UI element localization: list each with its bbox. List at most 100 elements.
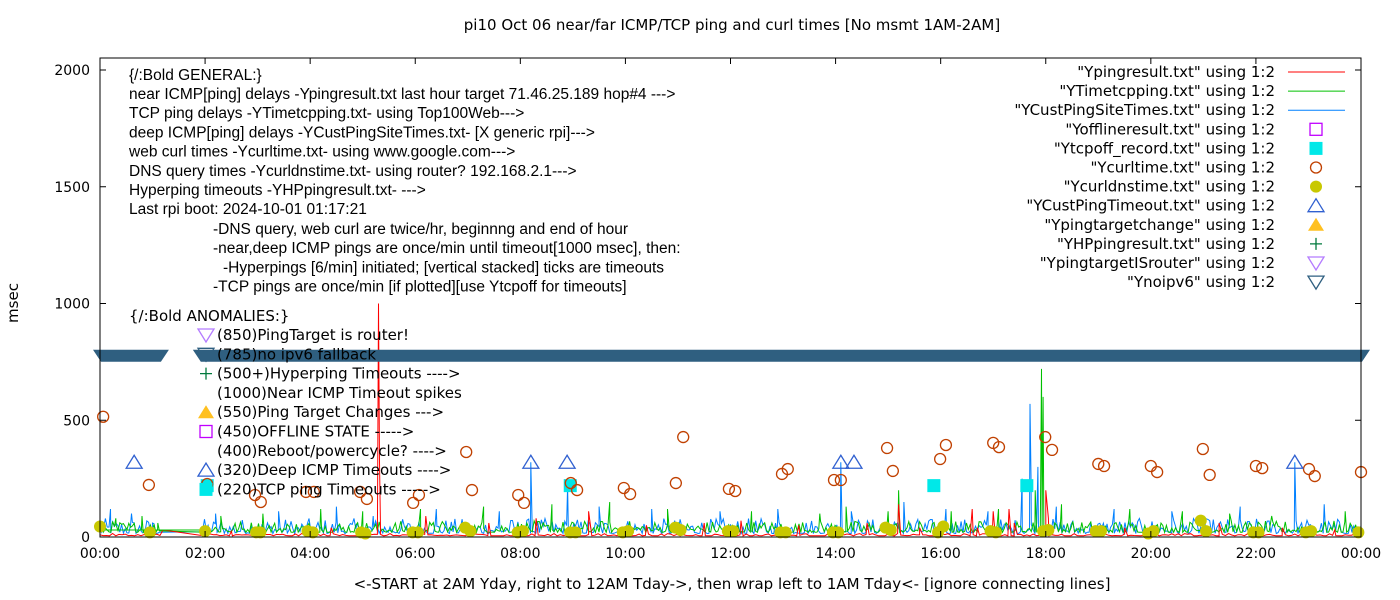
anomaly-symbol — [200, 367, 212, 380]
annotation-line: Last rpi boot: 2024-10-01 01:17:21 — [129, 201, 367, 218]
circle-open-icon — [1150, 465, 1164, 479]
x-tick-label: 00:00 — [1341, 546, 1381, 562]
legend-symbol — [1309, 161, 1323, 174]
triangle-up-icon — [196, 461, 216, 477]
data-point — [674, 523, 687, 536]
legend-label: "Ypingtargetchange" using 1:2 — [1044, 216, 1275, 234]
anomaly-label: (785)no ipv6 fallback — [217, 345, 376, 363]
data-point — [359, 527, 372, 540]
circle-open-icon — [1308, 469, 1321, 483]
legend-entry: "Yofflineresult.txt" using 1:2 — [1065, 120, 1323, 138]
legend-entry: "YTimetcpping.txt" using 1:2 — [1059, 82, 1345, 100]
legend: "Ypingresult.txt" using 1:2"YTimetcpping… — [1014, 63, 1345, 291]
legend-entry: "Ypingresult.txt" using 1:2 — [1077, 63, 1345, 81]
anomaly-label: (850)PingTarget is router! — [217, 326, 409, 344]
legend-entry: "YpingtargetISrouter" using 1:2 — [1040, 254, 1326, 272]
circle-open-icon — [1309, 161, 1323, 174]
legend-label: "YHPpingresult.txt" using 1:2 — [1057, 235, 1275, 253]
square-open-icon — [199, 424, 213, 439]
anomaly-label: (450)OFFLINE STATE -----> — [217, 423, 414, 441]
data-point — [844, 454, 864, 469]
x-tick-label: 08:00 — [500, 546, 540, 562]
circle-open-icon — [299, 485, 313, 499]
data-point — [412, 488, 426, 502]
annotation-note: -DNS query, web curl are twice/hr, begin… — [213, 221, 628, 238]
x-tick-label: 18:00 — [1026, 546, 1066, 562]
noipv6-marker-band — [192, 349, 1371, 362]
triangle-up-icon — [521, 454, 541, 469]
circle-open-icon — [360, 492, 374, 506]
square-filled-icon — [563, 479, 577, 493]
data-point — [465, 483, 479, 497]
triangle-up-icon — [557, 454, 577, 469]
triangle-up-icon — [844, 454, 864, 469]
circle-open-icon — [677, 430, 690, 444]
data-point — [677, 430, 690, 444]
circle-open-icon — [827, 473, 841, 487]
legend-symbol — [1306, 256, 1326, 272]
plus-icon — [1310, 237, 1322, 250]
legend-entry: "Ypingtargetchange" using 1:2 — [1044, 216, 1324, 234]
x-tick-label: 00:00 — [80, 546, 120, 562]
anomaly-symbol — [199, 482, 213, 496]
data-point — [617, 481, 630, 495]
anomaly-label: (500+)Hyperping Timeouts ----> — [217, 365, 461, 383]
square-filled-icon — [199, 482, 213, 496]
legend-label: "Ynoipv6" using 1:2 — [1127, 273, 1275, 291]
circle-open-icon — [722, 482, 736, 496]
data-point — [563, 479, 577, 493]
x-tick-label: 16:00 — [920, 546, 960, 562]
data-point — [1285, 454, 1304, 469]
circle-open-icon — [406, 496, 420, 510]
circle-open-icon — [1302, 462, 1316, 476]
x-tick-label: 04:00 — [290, 546, 330, 562]
data-point — [1196, 442, 1209, 456]
legend-entry: "Ynoipv6" using 1:2 — [1127, 273, 1326, 291]
y-tick-label: 2000 — [54, 63, 90, 79]
data-point — [1305, 525, 1318, 538]
data-point — [142, 478, 156, 492]
triangle-up-icon — [1306, 197, 1326, 213]
circle-filled-icon — [727, 525, 740, 538]
data-point — [827, 473, 841, 487]
data-point — [781, 462, 794, 476]
data-point — [360, 492, 374, 506]
data-point — [1042, 523, 1055, 536]
x-tick-label: 22:00 — [1236, 546, 1276, 562]
triangle-up-icon — [831, 454, 851, 469]
anomaly-symbol — [196, 347, 216, 363]
circle-open-icon — [834, 473, 847, 487]
circle-filled-icon — [779, 526, 792, 539]
data-point — [406, 496, 420, 510]
data-point — [299, 485, 313, 499]
data-point — [254, 495, 267, 509]
circle-open-icon — [781, 462, 794, 476]
data-point — [1256, 461, 1269, 475]
circle-open-icon — [460, 445, 473, 459]
legend-label: "YCustPingSiteTimes.txt" using 1:2 — [1014, 101, 1275, 119]
circle-open-icon — [1092, 457, 1105, 471]
circle-filled-icon — [674, 523, 687, 536]
circle-filled-icon — [937, 520, 950, 533]
legend-entry: "YCustPingTimeout.txt" using 1:2 — [1026, 197, 1326, 215]
data-point — [729, 484, 742, 498]
y-tick-label: 1500 — [54, 180, 90, 196]
legend-label: "Ycurltime.txt" using 1:2 — [1090, 159, 1275, 177]
x-tick-label: 12:00 — [710, 546, 750, 562]
circle-filled-icon — [884, 523, 897, 536]
circle-filled-icon — [989, 526, 1002, 539]
legend-symbol — [1310, 237, 1322, 250]
data-point — [992, 440, 1006, 454]
annotation-general-header: {/:Bold GENERAL:} — [129, 67, 262, 84]
circle-open-icon — [886, 464, 900, 478]
legend-label: "Ycurldnstime.txt" using 1:2 — [1064, 178, 1275, 196]
circle-filled-icon — [254, 526, 267, 539]
circle-open-icon — [880, 441, 894, 455]
circle-filled-icon — [1310, 180, 1322, 193]
annotations: {/:Bold GENERAL:} near ICMP[ping] delays … — [128, 67, 681, 498]
x-tick-label: 10:00 — [605, 546, 645, 562]
data-point — [727, 525, 740, 538]
circle-open-icon — [1249, 459, 1263, 473]
triangle-up-icon — [1285, 454, 1304, 469]
circle-open-icon — [933, 452, 947, 466]
